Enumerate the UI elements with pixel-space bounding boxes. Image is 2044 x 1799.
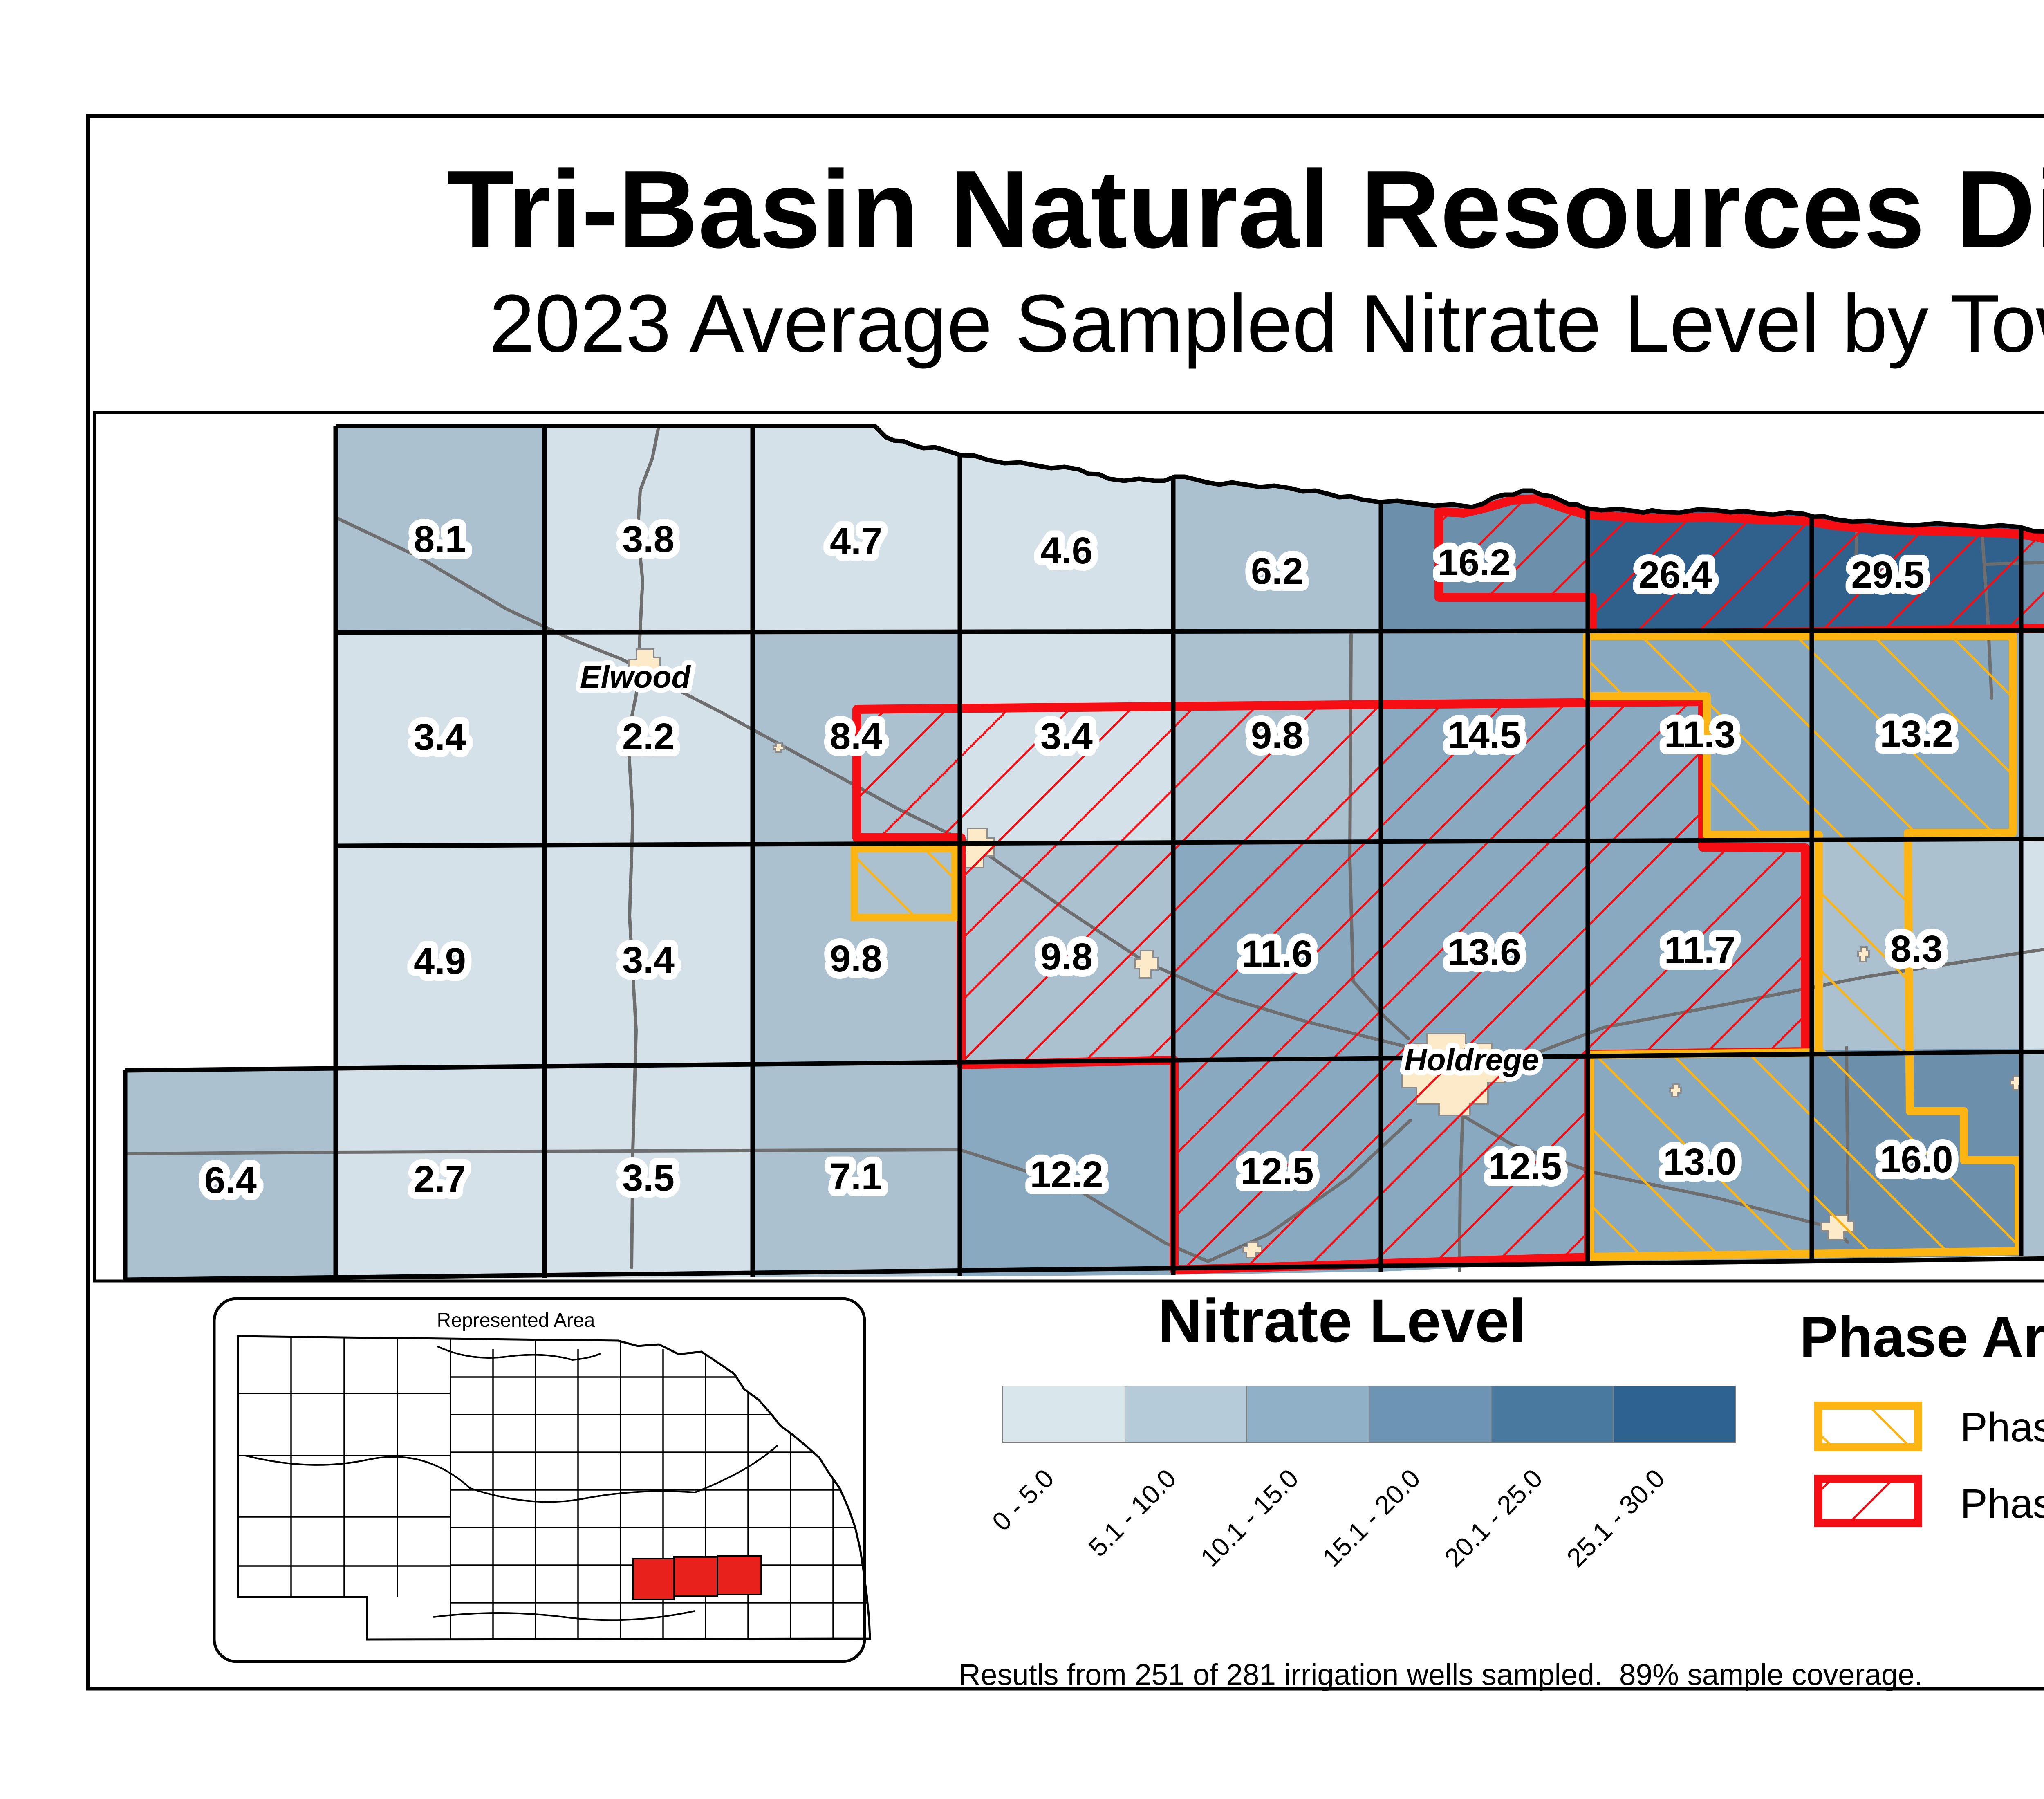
svg-text:12.2: 12.2 [1030,1154,1103,1196]
svg-text:3.4: 3.4 [1040,716,1093,757]
svg-text:3.8: 3.8 [622,518,675,560]
svg-text:14.5: 14.5 [1448,714,1521,756]
svg-text:Resutls from 251 of 281 irriga: Resutls from 251 of 281 irrigation wells… [959,1658,1923,1691]
svg-text:8.3: 8.3 [1890,928,1943,970]
svg-text:Represented Area: Represented Area [437,1310,595,1331]
svg-text:8.1: 8.1 [414,518,466,560]
svg-text:9.8: 9.8 [830,938,882,980]
svg-text:13.6: 13.6 [1448,931,1521,973]
svg-text:11.7: 11.7 [1664,929,1735,971]
svg-text:Nitrate Level: Nitrate Level [1158,1286,1526,1355]
svg-text:2023 Average Sampled Nitrate L: 2023 Average Sampled Nitrate Level by To… [489,278,2044,369]
svg-text:3.5: 3.5 [622,1157,675,1199]
svg-text:16.2: 16.2 [1437,542,1511,583]
svg-text:12.5: 12.5 [1240,1151,1313,1192]
svg-text:8.4: 8.4 [830,716,882,757]
svg-text:Phase Area: Phase Area [1800,1305,2044,1369]
svg-text:6.4: 6.4 [204,1160,257,1201]
svg-text:9.8: 9.8 [1040,936,1093,978]
svg-text:Phase III: Phase III [1960,1481,2044,1527]
svg-text:4.9: 4.9 [414,940,466,982]
svg-text:4.7: 4.7 [830,520,882,562]
svg-text:29.5: 29.5 [1851,554,1924,596]
svg-text:16.0: 16.0 [1880,1139,1953,1180]
svg-text:26.4: 26.4 [1638,554,1712,596]
svg-text:12.5: 12.5 [1488,1146,1562,1187]
svg-text:3.4: 3.4 [414,716,466,758]
svg-text:2.7: 2.7 [414,1158,466,1200]
svg-text:3.4: 3.4 [622,939,675,981]
svg-text:Tri-Basin Natural Resources Di: Tri-Basin Natural Resources District [446,148,2044,271]
svg-text:Holdrege: Holdrege [1404,1043,1539,1077]
svg-text:Elwood: Elwood [580,660,691,695]
svg-text:11.3: 11.3 [1664,714,1735,756]
svg-text:4.6: 4.6 [1040,530,1093,572]
svg-text:9.8: 9.8 [1251,715,1303,756]
svg-text:Phase II: Phase II [1960,1404,2044,1450]
svg-text:11.6: 11.6 [1242,933,1313,975]
svg-text:13.0: 13.0 [1663,1141,1736,1183]
svg-text:2.2: 2.2 [622,716,675,758]
svg-text:7.1: 7.1 [830,1156,882,1198]
svg-text:13.2: 13.2 [1880,713,1953,755]
svg-text:6.2: 6.2 [1251,550,1303,592]
